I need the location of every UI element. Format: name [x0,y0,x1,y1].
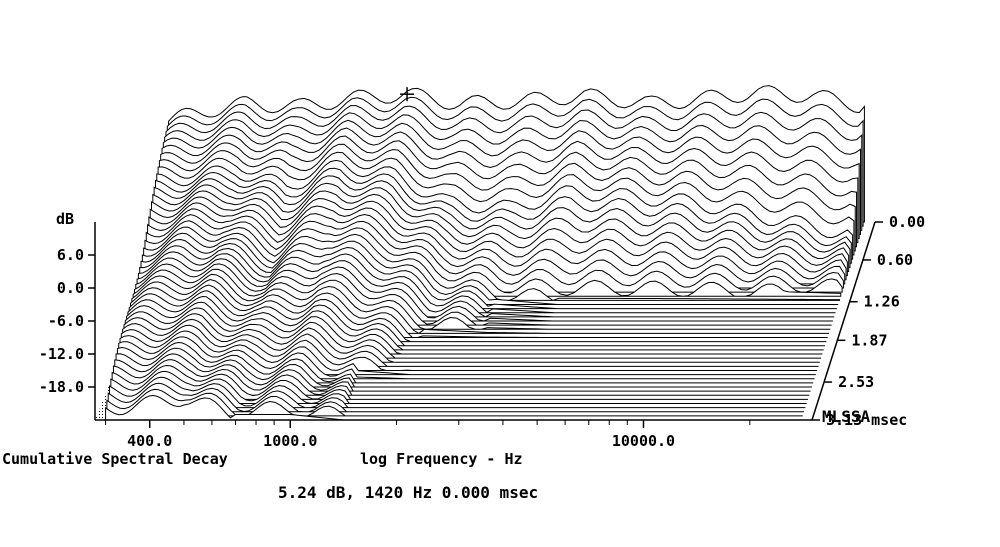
decay-slice [107,382,805,413]
x-tick-label: 400.0 [127,432,172,450]
z-tick-label: 1.87 [851,331,887,349]
cursor-readout: 5.24 dB, 1420 Hz 0.000 msec [278,483,538,502]
y-tick-label: -18.0 [39,378,84,396]
y-axis-title: dB [56,210,74,228]
y-tick-label: -12.0 [39,345,84,363]
z-tick-label: 2.53 [838,373,874,391]
x-tick-label: 1000.0 [263,432,317,450]
z-tick-label: 0.60 [877,251,913,269]
z-axis-line [811,221,876,421]
z-tick-label: 1.26 [864,293,900,311]
y-tick-label: 6.0 [57,246,84,264]
brand-label: MLSSA [822,407,871,426]
z-tick-label: 0.00 [889,213,925,231]
spectral-slices [105,85,865,421]
decay-slice [106,388,803,417]
chart-title: Cumulative Spectral Decay [2,450,228,468]
cursor-crosshair-icon [400,87,415,102]
y-tick-label: 0.0 [57,279,84,297]
z-tick-label: 3.13 msec [826,411,907,429]
x-tick-label: 10000.0 [612,432,675,450]
x-axis-title: log Frequency - Hz [360,450,523,468]
y-tick-label: -6.0 [48,312,84,330]
